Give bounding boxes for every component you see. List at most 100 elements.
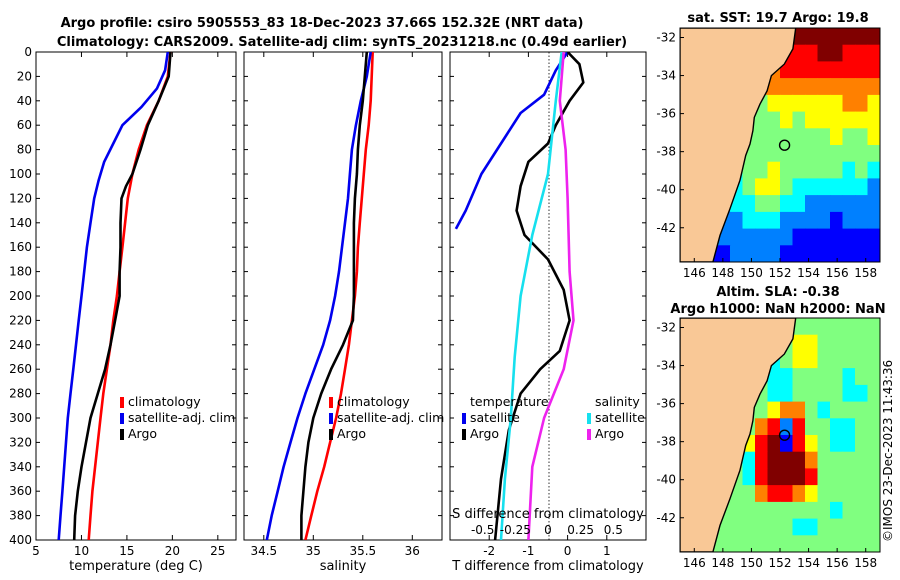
- map-cell: [730, 535, 743, 552]
- top-tick-label: 0.25: [567, 523, 594, 537]
- map-cell: [793, 195, 806, 212]
- depth-axis-labels: 0 20 40 60 80 100 120 140 160 180 200 220 240 260 280 3…: [9, 45, 32, 547]
- map-cell: [818, 368, 831, 385]
- map-cell: [818, 385, 831, 402]
- figure-title-line1: Argo profile: csiro 5905553_83 18-Dec-20…: [61, 16, 584, 31]
- x-tick-label: 1: [603, 544, 611, 558]
- map-cell: [743, 485, 756, 502]
- map-cell: [868, 418, 881, 435]
- depth-tick-label: 220: [9, 313, 32, 327]
- map-cell: [793, 45, 806, 62]
- map-cell: [855, 435, 868, 452]
- lon-tick-label: 152: [769, 556, 792, 570]
- map-cell: [743, 245, 756, 262]
- map-cell: [818, 195, 831, 212]
- map-cell: [818, 452, 831, 469]
- map-cell: [805, 368, 818, 385]
- map-cell: [793, 402, 806, 419]
- map-cell: [780, 418, 793, 435]
- map-cell: [793, 485, 806, 502]
- map-cell: [830, 78, 843, 95]
- map-cell: [868, 128, 881, 145]
- map-cell: [805, 502, 818, 519]
- map-cell: [755, 145, 768, 162]
- lat-tick-label: -38: [656, 435, 676, 449]
- map-cell: [805, 61, 818, 78]
- map-cell: [855, 145, 868, 162]
- map-cell: [805, 485, 818, 502]
- map-cell: [830, 45, 843, 62]
- map-cell: [780, 128, 793, 145]
- map-cell: [843, 418, 856, 435]
- map-cell: [768, 229, 781, 246]
- difference-panel: -2 -1 0 1 T difference from climatology S d…: [450, 52, 646, 574]
- map-cell: [818, 418, 831, 435]
- map-cell: [805, 435, 818, 452]
- top-tick-label: -0.25: [500, 523, 531, 537]
- legend-title-temperature: temperature: [470, 394, 549, 409]
- legend-label-sal-satellite: satellite: [595, 410, 645, 425]
- map-cell: [830, 318, 843, 335]
- map-cell: [868, 318, 881, 335]
- map-cell: [818, 519, 831, 536]
- map-cell: [780, 485, 793, 502]
- salinity-panel: 34.5 35 35.5 36 salinity climatology satell…: [244, 52, 444, 574]
- legend-swatch-climatology: [329, 397, 333, 408]
- map-cell: [780, 95, 793, 112]
- map-cell: [843, 112, 856, 129]
- map-cell: [818, 335, 831, 352]
- map-cell: [818, 61, 831, 78]
- map-cell: [805, 95, 818, 112]
- x-tick-label: 36: [405, 544, 420, 558]
- map-cell: [743, 212, 756, 229]
- map-cell: [793, 335, 806, 352]
- map-cell: [793, 502, 806, 519]
- lat-tick-label: -34: [656, 359, 676, 373]
- legend-label-temp-argo: Argo: [470, 426, 499, 441]
- lat-tick-label: -34: [656, 69, 676, 83]
- map-cell: [818, 78, 831, 95]
- map-cell: [805, 335, 818, 352]
- map-cell: [780, 212, 793, 229]
- depth-tick-label: 0: [24, 45, 32, 59]
- map-cell: [855, 28, 868, 45]
- x-tick-label: 15: [119, 544, 134, 558]
- map-cell: [855, 502, 868, 519]
- legend-label-temp-satellite: satellite: [470, 410, 520, 425]
- map-cell: [743, 519, 756, 536]
- map-cell: [793, 95, 806, 112]
- map-cell: [718, 535, 731, 552]
- sla-map-field: [680, 318, 881, 553]
- map-cell: [743, 468, 756, 485]
- map-cell: [755, 178, 768, 195]
- map-cell: [755, 485, 768, 502]
- map-cell: [868, 61, 881, 78]
- map-cell: [830, 162, 843, 179]
- map-cell: [843, 318, 856, 335]
- depth-tick-label: 140: [9, 216, 32, 230]
- map-cell: [843, 195, 856, 212]
- map-cell: [868, 145, 881, 162]
- salinity-xlabel: salinity: [320, 559, 367, 574]
- map-cell: [818, 145, 831, 162]
- depth-tick-label: 200: [9, 289, 32, 303]
- map-cell: [818, 318, 831, 335]
- depth-tick-label: 100: [9, 167, 32, 181]
- map-cell: [818, 45, 831, 62]
- map-cell: [805, 229, 818, 246]
- legend-label-sal-argo: Argo: [595, 426, 624, 441]
- map-cell: [755, 402, 768, 419]
- map-cell: [855, 485, 868, 502]
- map-cell: [805, 318, 818, 335]
- map-cell: [855, 212, 868, 229]
- map-cell: [868, 45, 881, 62]
- map-cell: [843, 178, 856, 195]
- depth-tick-label: 380: [9, 509, 32, 523]
- map-cell: [755, 245, 768, 262]
- map-cell: [780, 535, 793, 552]
- legend-label-satellite: satellite-adj. clim: [128, 410, 235, 425]
- x-tick-label: 25: [210, 544, 225, 558]
- map-cell: [830, 402, 843, 419]
- map-cell: [768, 519, 781, 536]
- map-cell: [855, 45, 868, 62]
